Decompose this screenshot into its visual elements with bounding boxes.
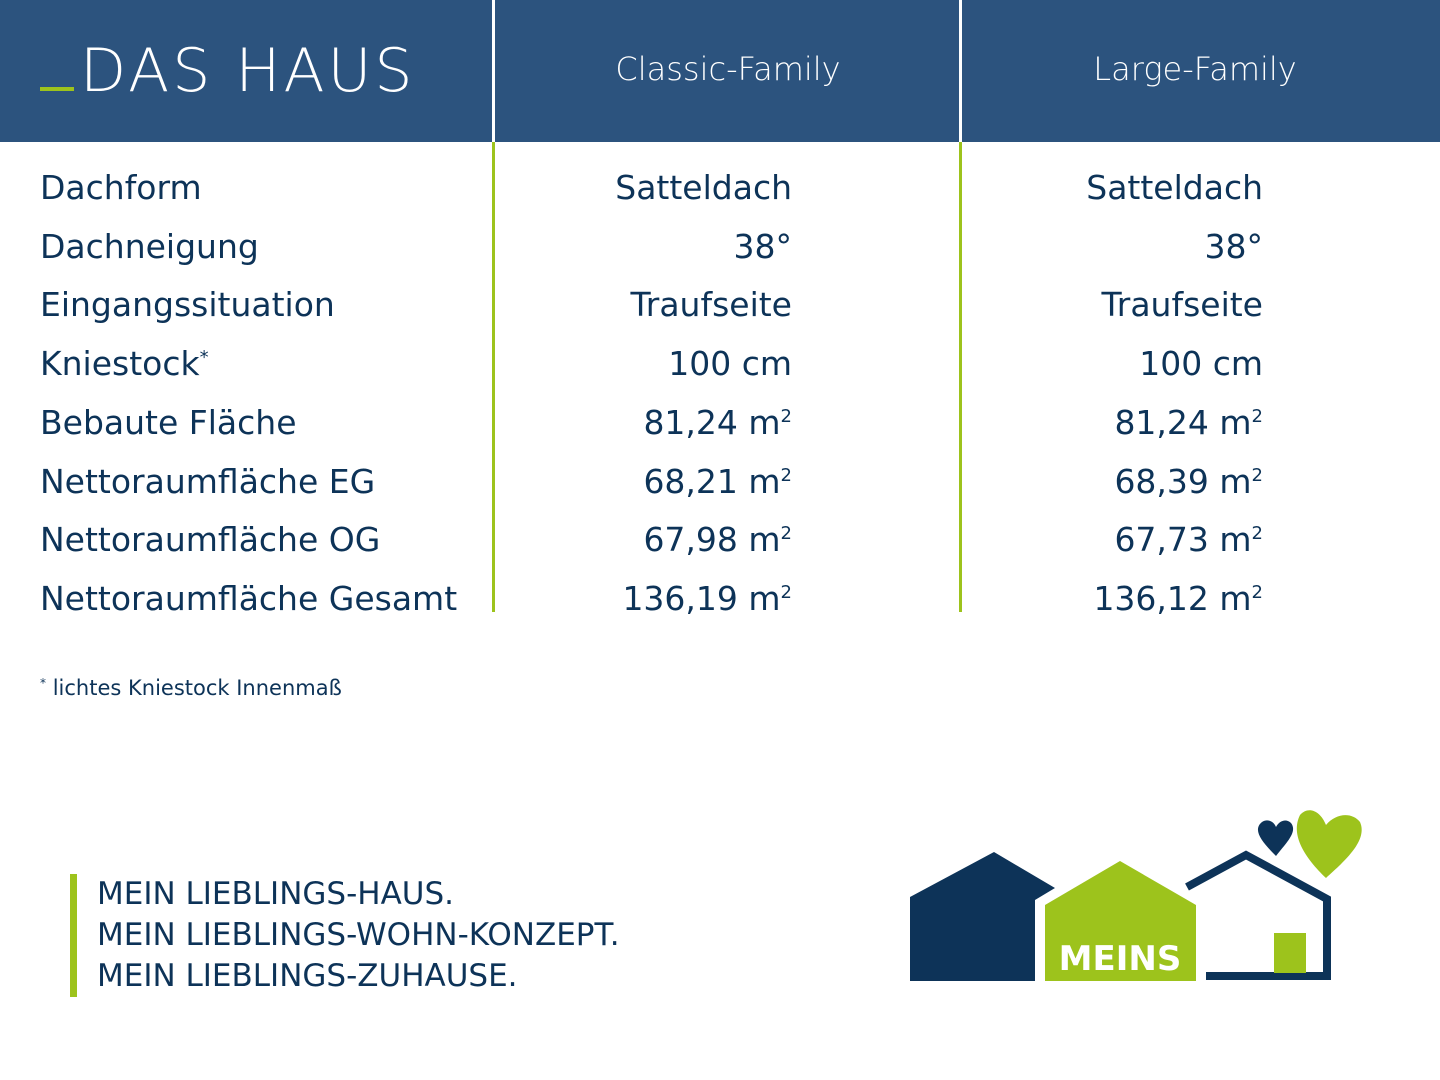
slogan-line: MEIN LIEBLINGS-WOHN-KONZEPT.	[97, 917, 620, 953]
large-value: 100 cm	[1139, 344, 1263, 384]
heart-icon	[1296, 810, 1362, 878]
classic-value: 100 cm	[668, 344, 792, 384]
door-icon	[1274, 933, 1306, 973]
table-row: Nettoraumfläche Gesamt 136,19 m2 136,12 m2	[0, 579, 1440, 637]
page-title: DAS HAUS	[40, 36, 416, 106]
large-value: 38°	[1204, 226, 1264, 266]
row-label: Nettoraumfläche Gesamt	[40, 578, 458, 618]
large-value: 81,24 m2	[1114, 402, 1263, 442]
row-label: Kniestock*	[40, 344, 209, 384]
row-label: Eingangssituation	[40, 285, 335, 325]
row-label: Nettoraumfläche OG	[40, 520, 381, 560]
header-divider	[959, 0, 962, 142]
header-bar: DAS HAUS Classic-Family Large-Family	[0, 0, 1440, 142]
slogan: MEIN LIEBLINGS-HAUS. MEIN LIEBLINGS-WOHN…	[70, 874, 620, 997]
table-row: Nettoraumfläche OG 67,98 m2 67,73 m2	[0, 520, 1440, 578]
classic-value: 38°	[733, 226, 793, 266]
classic-value: 136,19 m2	[622, 578, 792, 618]
header-divider	[492, 0, 495, 142]
classic-value: 67,98 m2	[643, 520, 792, 560]
large-value: Satteldach	[1086, 168, 1263, 207]
column-header-classic: Classic-Family	[615, 50, 841, 88]
column-header-large: Large-Family	[1093, 50, 1297, 88]
large-value: 67,73 m2	[1114, 520, 1263, 560]
title-underscore-accent	[40, 87, 74, 91]
outline-house-icon	[1185, 850, 1331, 980]
row-label: Bebaute Fläche	[40, 402, 297, 442]
table-row: Bebaute Fläche 81,24 m2 81,24 m2	[0, 403, 1440, 461]
table-row: Eingangssituation Traufseite Traufseite	[0, 285, 1440, 343]
table-row: Kniestock* 100 cm 100 cm	[0, 344, 1440, 402]
classic-value: 81,24 m2	[643, 402, 792, 442]
title-text: DAS HAUS	[80, 36, 416, 106]
row-label: Dachform	[40, 168, 202, 207]
classic-value: Traufseite	[630, 285, 792, 325]
column-divider	[959, 142, 962, 612]
row-label: Nettoraumfläche EG	[40, 461, 376, 501]
footnote: * lichtes Kniestock Innenmaß	[40, 676, 342, 700]
heart-icon	[1257, 820, 1294, 856]
footnote-mark: *	[40, 676, 46, 690]
footnote-text: lichtes Kniestock Innenmaß	[52, 676, 342, 700]
large-value: 136,12 m2	[1093, 578, 1263, 618]
classic-value: Satteldach	[615, 168, 792, 207]
slogan-line: MEIN LIEBLINGS-ZUHAUSE.	[97, 958, 518, 994]
column-divider	[492, 142, 495, 612]
large-value: 68,39 m2	[1114, 461, 1263, 501]
logo-text: MEINS	[1059, 939, 1182, 979]
row-label: Dachneigung	[40, 226, 259, 266]
slogan-line: MEIN LIEBLINGS-HAUS.	[97, 876, 455, 912]
classic-value: 68,21 m2	[643, 461, 792, 501]
navy-house-icon	[910, 852, 1055, 981]
table-row: Dachneigung 38° 38°	[0, 227, 1440, 285]
meins-logo: MEINS	[910, 810, 1362, 981]
large-value: Traufseite	[1101, 285, 1263, 325]
table-row: Dachform Satteldach Satteldach	[0, 168, 1440, 226]
green-house-icon	[1045, 861, 1196, 981]
table-row: Nettoraumfläche EG 68,21 m2 68,39 m2	[0, 462, 1440, 520]
